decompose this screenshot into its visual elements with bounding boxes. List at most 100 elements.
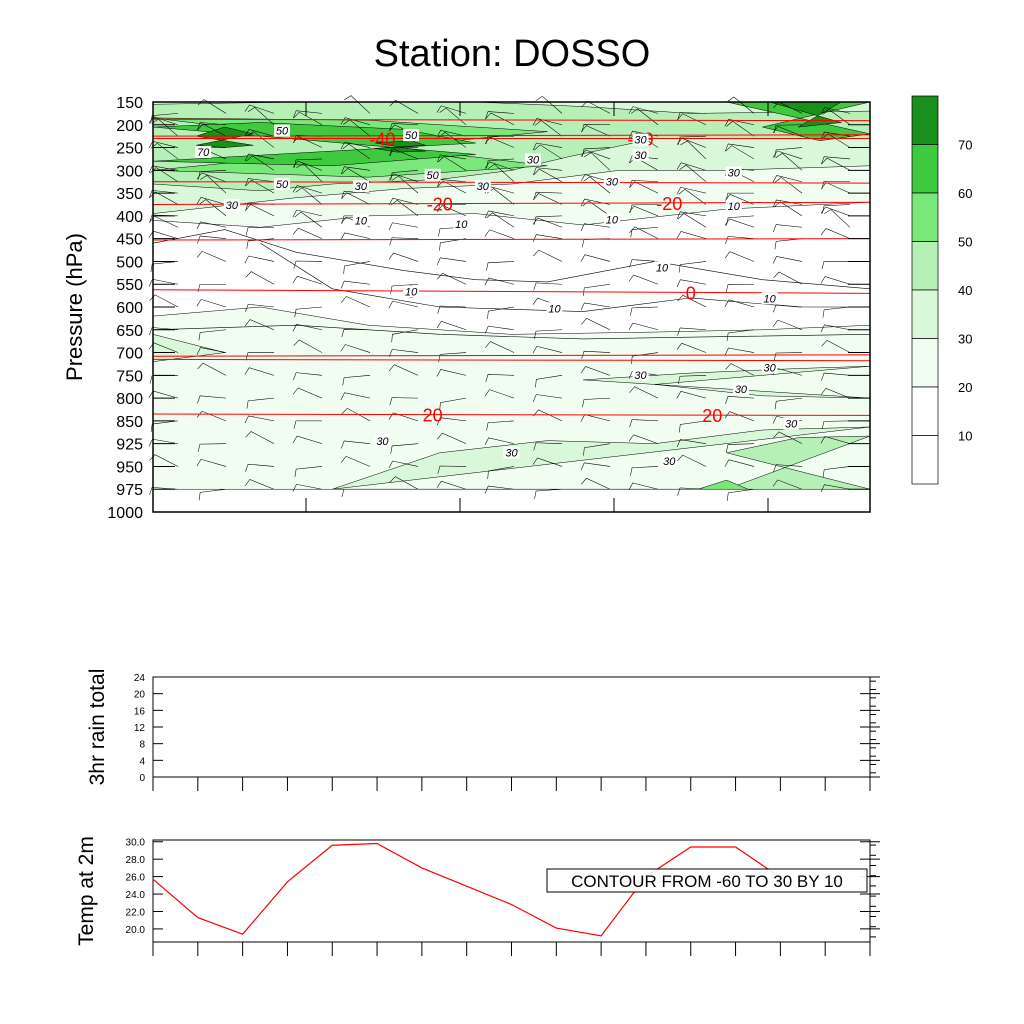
wind-barb bbox=[388, 300, 419, 309]
contour-label-bg bbox=[761, 292, 778, 305]
temperature-label: -40 bbox=[369, 129, 395, 149]
wind-barb bbox=[630, 466, 659, 476]
wind-barb bbox=[436, 154, 467, 163]
wind-barb bbox=[820, 107, 851, 115]
wind-barb bbox=[389, 397, 419, 406]
wind-barb bbox=[391, 329, 419, 343]
contour-label: 30 bbox=[505, 448, 518, 460]
y-tick-label: 16 bbox=[134, 706, 146, 717]
contour-label-bg bbox=[725, 199, 742, 212]
wind-barb bbox=[628, 322, 659, 331]
colorbar-label: 50 bbox=[958, 235, 972, 250]
wind-barb bbox=[341, 488, 370, 498]
wind-barb bbox=[293, 339, 323, 353]
wind-barb bbox=[484, 137, 515, 148]
wind-barb bbox=[676, 211, 707, 220]
wind-barb bbox=[437, 465, 467, 474]
wind-barb bbox=[774, 238, 803, 250]
wind-barb bbox=[388, 364, 419, 376]
wind-barb bbox=[293, 110, 323, 119]
temperature-label: 20 bbox=[702, 406, 722, 426]
pressure-tick-label: 200 bbox=[116, 118, 143, 135]
wind-barb bbox=[628, 482, 659, 491]
wind-barb bbox=[343, 261, 371, 274]
wind-barb bbox=[197, 395, 227, 404]
wind-barb bbox=[388, 460, 419, 469]
wind-barb bbox=[630, 132, 659, 148]
wind-barb bbox=[772, 126, 803, 137]
wind-barb bbox=[822, 109, 851, 126]
wind-barb bbox=[486, 212, 515, 228]
contour-label: 50 bbox=[276, 126, 289, 138]
wind-barb bbox=[676, 162, 707, 171]
contour-label-bg bbox=[424, 168, 441, 181]
wind-barb bbox=[821, 420, 851, 430]
wind-barb bbox=[678, 261, 707, 273]
wind-barb bbox=[628, 130, 659, 139]
wind-barb bbox=[340, 232, 371, 241]
wind-barb bbox=[150, 261, 179, 273]
wind-barb bbox=[292, 185, 323, 194]
wind-barb bbox=[822, 306, 851, 318]
pressure-tick-label: 650 bbox=[116, 323, 143, 340]
wind-barb bbox=[436, 257, 467, 266]
wind-barb bbox=[149, 190, 179, 198]
wind-barb bbox=[436, 130, 467, 138]
wind-barb bbox=[200, 175, 227, 194]
temperature-label: -20 bbox=[656, 194, 682, 214]
wind-barb bbox=[485, 112, 515, 126]
wind-barb bbox=[198, 488, 227, 501]
contour-label-bg bbox=[546, 302, 563, 315]
band-surface-50 bbox=[697, 479, 749, 490]
pressure-tick-label: 750 bbox=[116, 368, 143, 385]
wind-barb bbox=[581, 124, 611, 133]
wind-barb bbox=[821, 156, 851, 165]
wind-barb bbox=[677, 113, 707, 126]
wind-barb bbox=[244, 255, 275, 264]
wind-speed-contours bbox=[152, 229, 871, 340]
wind-barb bbox=[196, 221, 227, 230]
colorbar-label: 10 bbox=[958, 429, 972, 444]
wind-barb bbox=[388, 197, 419, 206]
contour-label: 70 bbox=[197, 147, 210, 159]
wind-barb bbox=[389, 100, 419, 114]
pressure-tick-label: 550 bbox=[116, 277, 143, 294]
wind-barb bbox=[679, 164, 707, 182]
wind-barb bbox=[150, 167, 179, 182]
contour-label-bg bbox=[453, 218, 470, 230]
wind-barb bbox=[340, 344, 371, 353]
wind-barb bbox=[341, 440, 371, 449]
wind-barb bbox=[628, 274, 659, 285]
y-tick-label: 26.0 bbox=[126, 873, 146, 884]
temperature-label: -20 bbox=[427, 195, 453, 215]
wind-barb bbox=[197, 362, 227, 376]
wind-barb bbox=[629, 419, 659, 428]
wind-barb bbox=[581, 477, 611, 490]
wind-barb bbox=[340, 141, 371, 150]
pressure-tick-label: 500 bbox=[116, 254, 143, 271]
wind-barb bbox=[292, 275, 323, 285]
wind-barb bbox=[197, 235, 227, 244]
pressure-tick-label: 450 bbox=[116, 232, 143, 249]
colorbar-box bbox=[911, 435, 939, 485]
wind-barb bbox=[197, 99, 227, 114]
wind-barb bbox=[293, 260, 323, 269]
wind-barb bbox=[533, 191, 563, 200]
colorbar-box bbox=[911, 386, 939, 436]
contour-10-a bbox=[152, 229, 871, 290]
wind-barb bbox=[724, 143, 755, 152]
wind-barb bbox=[292, 209, 323, 218]
contour-label: 30 bbox=[355, 181, 368, 193]
wind-barb bbox=[724, 459, 755, 467]
contour-label: 30 bbox=[634, 150, 647, 162]
rain-axes: 0 4 8 12 16 20 24 bbox=[134, 673, 880, 791]
y-tick-label: 12 bbox=[134, 723, 146, 734]
pressure-tick-label: 950 bbox=[116, 459, 143, 476]
wind-barb bbox=[294, 306, 323, 318]
wind-barb bbox=[487, 306, 515, 320]
y-tick-label: 30.0 bbox=[126, 838, 146, 849]
pressure-tick-label: 800 bbox=[116, 391, 143, 408]
wind-barb bbox=[244, 415, 275, 424]
wind-barb bbox=[388, 349, 419, 357]
wind-barb bbox=[534, 488, 563, 499]
